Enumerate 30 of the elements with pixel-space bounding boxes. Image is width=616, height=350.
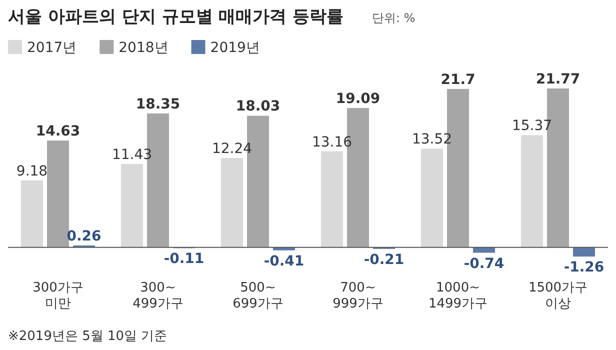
data-label: 0.26 <box>66 228 102 244</box>
chart-title: 서울 아파트의 단지 규모별 매매가격 등락률 <box>8 7 344 27</box>
chart-subtitle: 단위: % <box>372 11 416 25</box>
data-label: -1.26 <box>564 260 604 276</box>
data-label: 21.7 <box>440 72 476 88</box>
data-label: 18.35 <box>136 96 180 112</box>
x-tick-label: 1500가구 이상 <box>528 280 588 312</box>
data-label: 14.63 <box>36 124 80 140</box>
data-label: 19.09 <box>336 91 380 108</box>
data-label: -0.11 <box>164 251 204 268</box>
legend-label: 2019년 <box>210 40 260 56</box>
data-label: 15.37 <box>512 118 552 134</box>
legend-label: 2017년 <box>27 40 77 56</box>
text: ※2019년은 5월 10일 기준 <box>8 329 168 344</box>
x-tick-label: 1000~ 1499가구 <box>428 280 488 312</box>
data-label: -0.41 <box>264 253 304 270</box>
data-label: 13.52 <box>412 132 452 148</box>
data-label: 18.03 <box>236 98 280 115</box>
x-tick-label: 300~ 499가구 <box>132 280 184 312</box>
data-label: -0.21 <box>364 252 404 268</box>
data-label: 21.77 <box>536 71 580 88</box>
data-label: 9.18 <box>16 163 48 180</box>
legend-label: 2018년 <box>118 40 168 56</box>
data-label: 12.24 <box>212 141 252 158</box>
x-tick-label: 700~ 999가구 <box>332 280 384 312</box>
data-label: -0.74 <box>464 256 504 272</box>
data-label: 13.16 <box>312 134 352 150</box>
data-label: 11.43 <box>112 146 152 163</box>
x-tick-label: 300가구 미만 <box>32 280 84 312</box>
x-tick-label: 500~ 699가구 <box>232 280 284 312</box>
